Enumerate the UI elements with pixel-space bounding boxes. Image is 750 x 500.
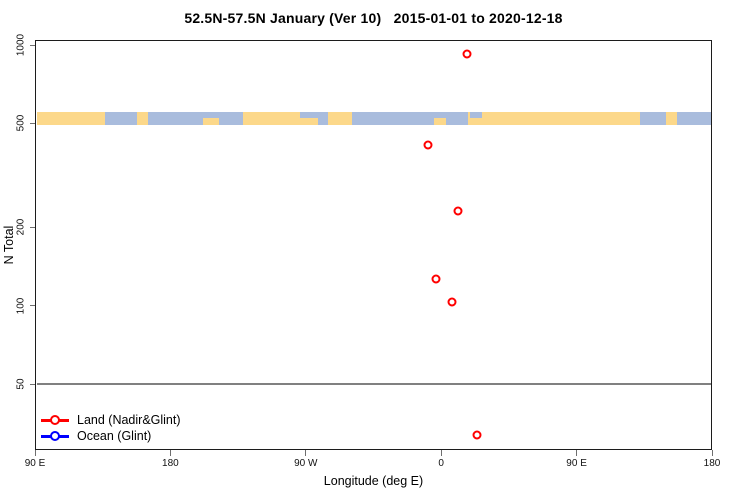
map-segment-land — [468, 112, 641, 125]
x-tick — [576, 450, 578, 456]
y-tick-label: 100 — [15, 297, 27, 314]
y-tick — [29, 122, 35, 124]
legend-item-ocean: Ocean (Glint) — [41, 428, 181, 444]
data-point-land — [423, 140, 433, 150]
y-tick-label: 50 — [15, 378, 27, 390]
ocean-series-marker-icon — [41, 431, 69, 441]
map-detail-ocean — [469, 112, 482, 119]
x-tick — [711, 450, 713, 456]
map-segment-ocean — [640, 112, 667, 125]
y-axis-label: N Total — [2, 225, 16, 265]
map-segment-land — [243, 112, 318, 125]
map-segment-ocean — [147, 112, 244, 125]
map-segment-land — [137, 112, 148, 125]
x-tick-label: 90 E — [24, 457, 46, 469]
y-tick-label: 500 — [15, 115, 27, 132]
data-point-land — [431, 274, 441, 284]
world-map-band — [36, 112, 711, 125]
data-point-land — [472, 430, 482, 440]
map-segment-land — [328, 112, 352, 125]
map-segment-land — [36, 112, 105, 125]
legend-item-land: Land (Nadir&Glint) — [41, 412, 181, 428]
y-tick-label: 200 — [15, 218, 27, 236]
map-detail-land — [434, 118, 447, 125]
x-tick — [169, 450, 171, 456]
legend: Land (Nadir&Glint) Ocean (Glint) — [41, 412, 181, 444]
x-tick-label: 180 — [703, 457, 721, 469]
data-point-land — [462, 49, 472, 59]
y-tick — [29, 226, 35, 228]
map-segment-ocean — [104, 112, 137, 125]
x-tick-label: 0 — [438, 457, 444, 469]
x-tick-label: 90 W — [294, 457, 318, 469]
y-tick — [29, 44, 35, 46]
data-point-land — [447, 297, 457, 307]
x-axis-label: Longitude (deg E) — [323, 474, 424, 488]
x-tick — [440, 450, 442, 456]
x-tick — [34, 450, 36, 456]
legend-label-ocean: Ocean (Glint) — [77, 429, 152, 443]
map-segment-land — [666, 112, 678, 125]
x-tick-label: 90 E — [566, 457, 587, 469]
y-tick-label: 1000 — [15, 33, 27, 57]
y-tick — [29, 305, 35, 307]
reference-line-50 — [36, 383, 711, 385]
y-tick — [29, 383, 35, 385]
legend-label-land: Land (Nadir&Glint) — [77, 413, 181, 427]
chart-title: 52.5N-57.5N January (Ver 10) 2015-01-01 … — [184, 10, 563, 26]
data-point-land — [453, 206, 463, 216]
map-segment-ocean — [677, 112, 711, 125]
land-series-marker-icon — [41, 415, 69, 425]
x-tick — [305, 450, 307, 456]
x-tick-label: 180 — [162, 457, 179, 469]
map-detail-land — [203, 118, 219, 125]
map-segment-ocean — [351, 112, 469, 125]
map-detail-ocean — [299, 112, 321, 119]
plot-area — [35, 40, 712, 450]
map-segment-ocean — [317, 112, 329, 125]
